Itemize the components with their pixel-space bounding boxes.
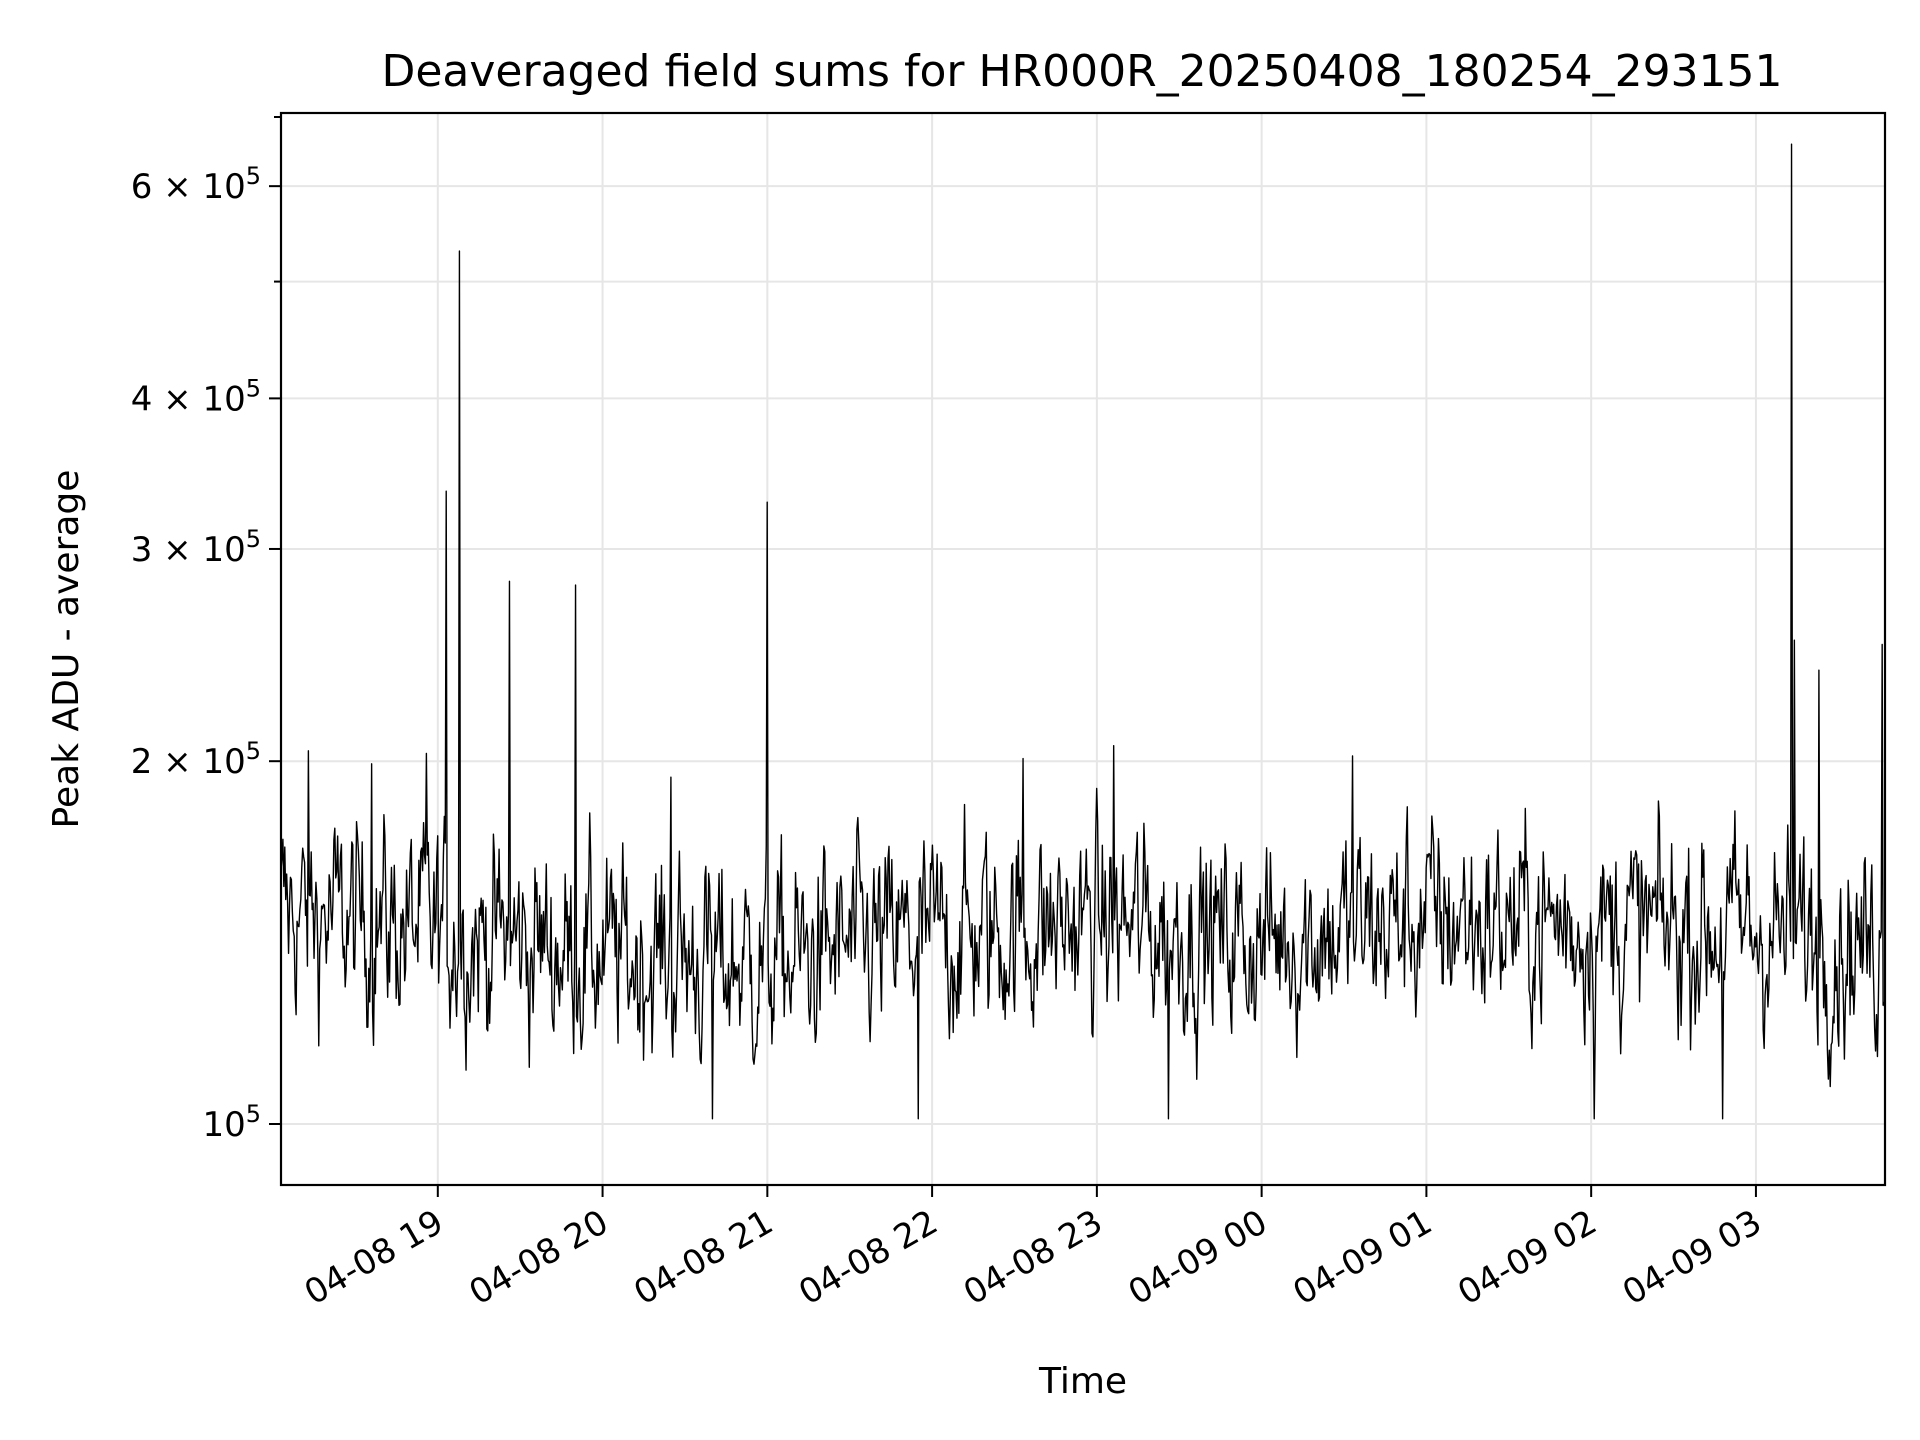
x-tick-label: 04-08 21 [627, 1202, 779, 1313]
y-axis-label: Peak ADU - average [46, 470, 87, 829]
x-tick-label: 04-09 00 [1122, 1202, 1274, 1313]
chart-title: Deaveraged field sums for HR000R_2025040… [381, 46, 1782, 97]
x-tick-labels: 04-08 19 04-08 20 04-08 21 04-08 22 04-08 23… [298, 1202, 1769, 1313]
series-layer [280, 143, 1886, 1120]
grid-lines [281, 113, 1885, 1185]
x-tick-label: 04-09 03 [1616, 1202, 1768, 1313]
y-tick-label: 2 × 105 [131, 737, 261, 782]
x-axis-label: Time [1038, 1361, 1127, 1402]
x-tick-label: 04-08 23 [957, 1202, 1109, 1313]
series-line [280, 143, 1886, 1120]
x-tick-label: 04-08 19 [298, 1202, 450, 1313]
x-tick-label: 04-09 02 [1451, 1202, 1603, 1313]
x-tick-label: 04-09 01 [1287, 1202, 1439, 1313]
plot-frame [279, 111, 1887, 1187]
y-tick-label: 6 × 105 [131, 162, 261, 207]
y-tick-labels: 105 2 × 105 3 × 105 4 × 105 6 × 105 [131, 162, 261, 1145]
y-tick-label: 4 × 105 [131, 374, 261, 419]
x-tick-label: 04-08 22 [792, 1202, 944, 1313]
axis-ticks [269, 116, 1757, 1197]
y-tick-label: 105 [202, 1100, 261, 1145]
x-tick-label: 04-08 20 [463, 1202, 615, 1313]
y-tick-label: 3 × 105 [131, 525, 261, 570]
